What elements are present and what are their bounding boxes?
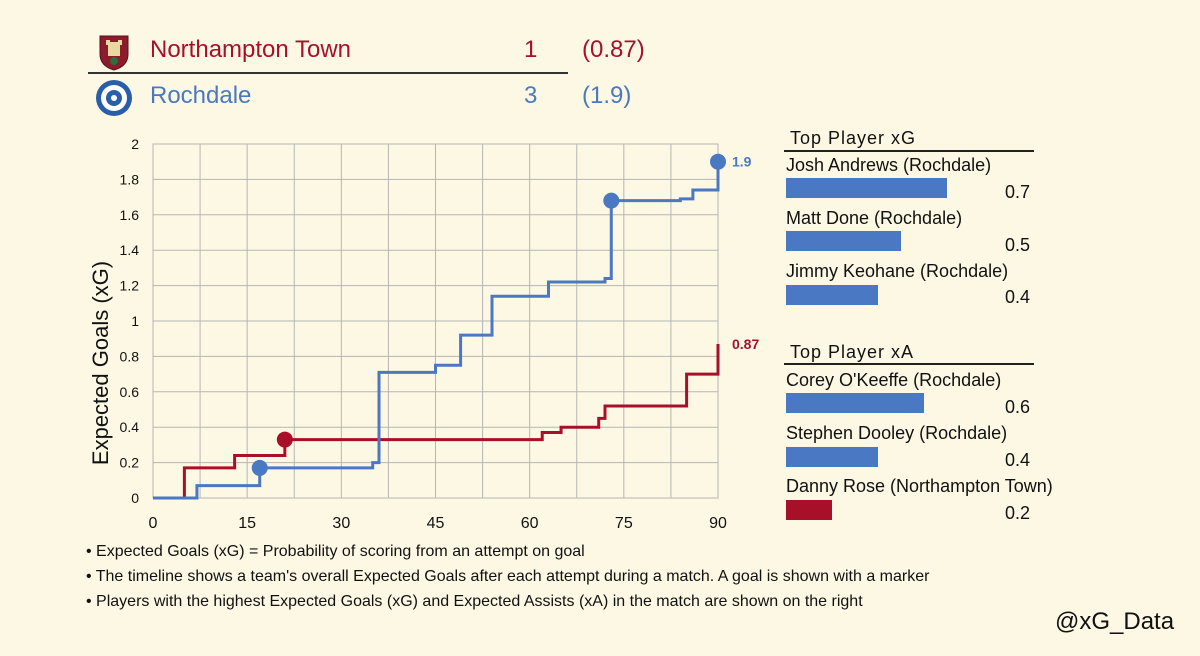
y-tick-label: 1.8 <box>120 171 140 187</box>
top-xg-player-value: 0.7 <box>1005 182 1031 202</box>
rochdale-crest-icon <box>96 80 132 116</box>
x-tick-label: 0 <box>149 515 158 532</box>
footnote-timeline: • The timeline shows a team's overall Ex… <box>86 568 930 585</box>
away-team-row: Rochdale 3 (1.9) <box>92 76 631 120</box>
home-team-xg: (0.87) <box>582 36 645 63</box>
xg-timeline-chart: 0 0.2 0.4 0.6 0.8 1 1.2 1.4 1.6 1.8 2 0 15 30 45 60 75 9… <box>88 136 759 532</box>
y-tick-label: 2 <box>131 136 139 152</box>
goal-marker <box>603 192 620 209</box>
chart-series <box>153 161 720 500</box>
away-team-name: Rochdale <box>150 82 252 109</box>
footnote-players: • Players with the highest Expected Goal… <box>86 593 863 610</box>
x-tick-label: 75 <box>615 515 633 532</box>
top-xg-player-bar <box>786 231 901 251</box>
northampton-crest-icon <box>99 35 129 71</box>
home-team-name: Northampton Town <box>150 36 351 63</box>
top-xa-player-bar <box>786 447 878 467</box>
top-xg-title: Top Player xG <box>790 128 917 148</box>
away-team-xg: (1.9) <box>582 82 632 109</box>
top-xg-player-name: Matt Done (Rochdale) <box>786 208 963 228</box>
y-tick-label: 1.4 <box>120 242 140 258</box>
top-xa-player-bar <box>786 393 924 413</box>
x-tick-label: 60 <box>521 515 539 532</box>
y-tick-label: 0 <box>131 490 139 506</box>
series-line <box>153 161 720 500</box>
home-team-goals: 1 <box>524 36 538 63</box>
y-tick-label: 0.2 <box>120 455 140 471</box>
y-tick-label: 0.8 <box>120 348 140 364</box>
top-xg-player-name: Josh Andrews (Rochdale) <box>786 155 992 175</box>
top-xa-player-name: Danny Rose (Northampton Town) <box>786 476 1053 496</box>
top-xa-player-value: 0.4 <box>1005 450 1031 470</box>
top-xg-player-value: 0.4 <box>1005 287 1031 307</box>
home-team-row: Northampton Town 1 (0.87) <box>92 30 645 74</box>
footnote-xg-definition: • Expected Goals (xG) = Probability of s… <box>86 543 585 560</box>
goal-marker <box>251 459 268 476</box>
y-tick-label: 0.4 <box>120 419 140 435</box>
x-tick-label: 90 <box>709 515 727 532</box>
top-xa-player-bar <box>786 500 832 520</box>
top-xg-player-name: Jimmy Keohane (Rochdale) <box>786 261 1009 281</box>
top-xa-rule <box>784 363 1034 365</box>
end-labels: 0.87 1.9 <box>732 154 759 352</box>
top-xa-player-value: 0.2 <box>1005 503 1031 523</box>
x-tick-label: 30 <box>332 515 350 532</box>
x-tick-label: 15 <box>238 515 256 532</box>
y-tick-label: 1.2 <box>120 278 140 294</box>
header-divider <box>88 72 568 74</box>
top-xa-player-name: Stephen Dooley (Rochdale) <box>786 423 1008 443</box>
series-line <box>153 344 720 500</box>
top-xa-title: Top Player xA <box>790 342 915 362</box>
y-tick-labels: 0 0.2 0.4 0.6 0.8 1 1.2 1.4 1.6 1.8 2 <box>120 136 140 506</box>
top-xg-player-bar <box>786 285 878 305</box>
y-tick-label: 1.6 <box>120 207 140 223</box>
top-xa-player-value: 0.6 <box>1005 397 1031 417</box>
top-xg-player-bar <box>786 178 947 198</box>
top-xa-player-name: Corey O'Keeffe (Rochdale) <box>786 370 1002 390</box>
goal-marker <box>710 153 726 170</box>
x-tick-label: 45 <box>427 515 445 532</box>
y-tick-label: 1 <box>131 313 139 329</box>
top-xg-rule <box>784 150 1034 152</box>
y-tick-label: 0.6 <box>120 384 140 400</box>
goal-markers <box>251 153 726 476</box>
chart-grid <box>152 143 719 499</box>
x-tick-labels: 0 15 30 45 60 75 90 <box>149 515 727 532</box>
series-end-label: 0.87 <box>732 336 759 352</box>
series-end-label: 1.9 <box>732 154 752 170</box>
twitter-handle: @xG_Data <box>1055 608 1175 635</box>
y-axis-label: Expected Goals (xG) <box>88 261 113 465</box>
top-xg-player-value: 0.5 <box>1005 235 1031 255</box>
goal-marker <box>276 431 293 448</box>
away-team-goals: 3 <box>524 82 538 109</box>
